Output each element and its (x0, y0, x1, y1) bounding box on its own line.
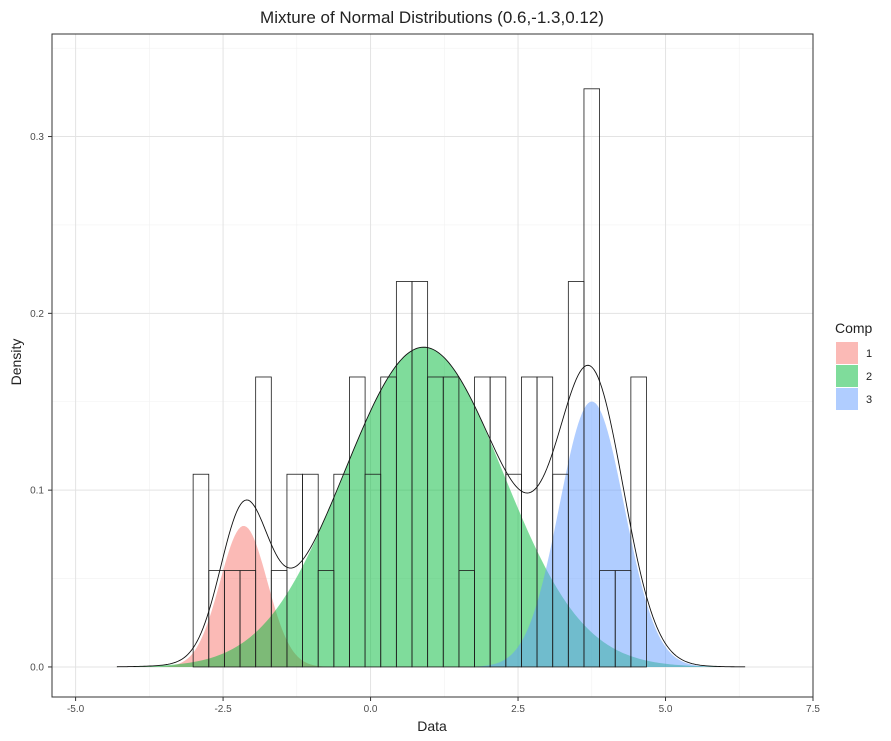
x-tick-label: -5.0 (67, 704, 85, 715)
histogram-bar (255, 376, 272, 668)
component-areas (116, 347, 746, 667)
histogram-bar (442, 376, 460, 668)
legend-label-3: 3 (866, 394, 872, 406)
x-tick-label: 7.5 (806, 704, 820, 715)
legend-key-2 (836, 365, 858, 387)
histogram-bar (583, 88, 600, 668)
y-tick-label: 0.0 (30, 662, 44, 673)
legend-key-3 (836, 388, 858, 410)
y-tick-label: 0.3 (30, 132, 44, 143)
plot-panel-border (51, 33, 814, 698)
x-axis-title: Data (417, 718, 447, 734)
x-tick-label: 2.5 (511, 704, 525, 715)
chart-title: Mixture of Normal Distributions (0.6,-1.… (260, 8, 604, 27)
x-tick-label: 0.0 (364, 704, 378, 715)
x-tick-label: -2.5 (214, 704, 232, 715)
legend-key-1 (836, 342, 858, 364)
x-tick-label: 5.0 (659, 704, 673, 715)
y-axis: 0.0 0.1 0.2 0.3 (30, 132, 52, 673)
legend-label-1: 1 (866, 348, 872, 360)
legend: Comp 1 2 3 (835, 320, 873, 410)
y-tick-label: 0.1 (30, 486, 44, 497)
legend-label-2: 2 (866, 371, 872, 383)
mixture-curve-line (116, 346, 746, 668)
x-axis: -5.0 -2.5 0.0 2.5 5.0 7.5 (67, 697, 820, 715)
y-axis-title: Density (8, 339, 24, 386)
component-area-2 (116, 347, 746, 667)
histogram-bars (192, 88, 647, 668)
mixture-density-curve (116, 346, 746, 668)
legend-title: Comp (835, 320, 873, 336)
histogram-bar (630, 376, 647, 668)
component-area-3 (116, 401, 746, 667)
y-tick-label: 0.2 (30, 309, 44, 320)
